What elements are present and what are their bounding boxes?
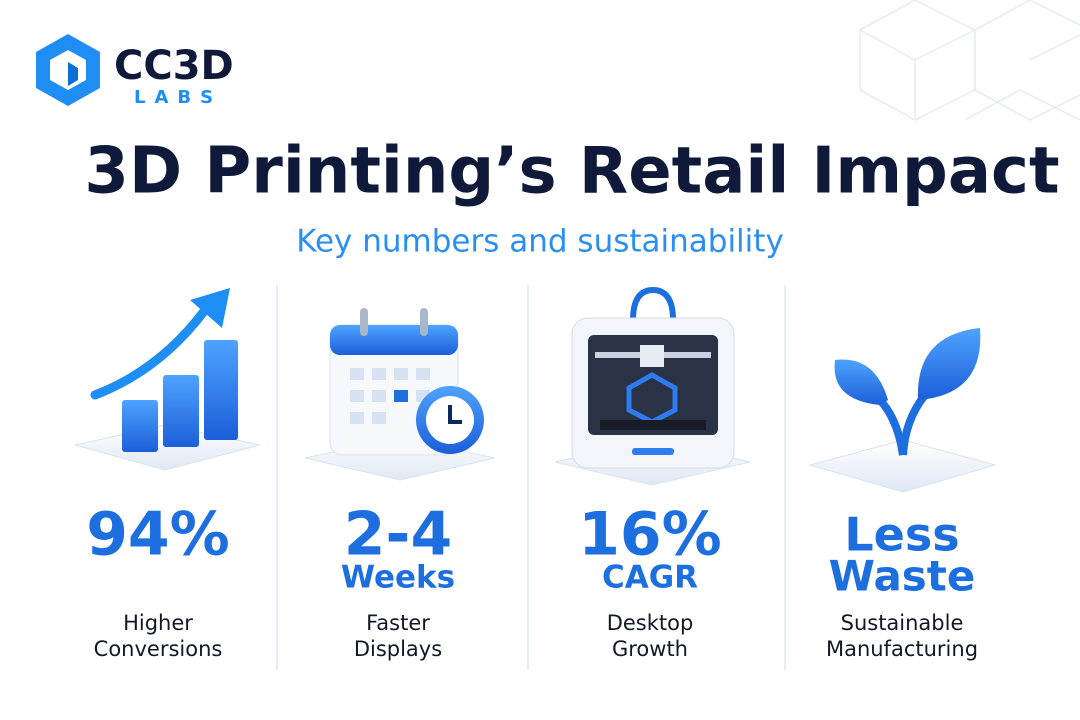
stat-value: Less bbox=[844, 508, 959, 562]
title: 3D Printing’s Retail Impact bbox=[84, 135, 1059, 209]
stat-label: Sustainable bbox=[841, 611, 964, 635]
logo-sub: LABS bbox=[134, 87, 222, 108]
stat-unit: CAGR bbox=[602, 560, 698, 596]
icon-growth-chart bbox=[74, 288, 261, 471]
background-pattern bbox=[859, 0, 1080, 121]
logo-icon bbox=[36, 34, 100, 106]
stat-label: Higher bbox=[123, 611, 193, 635]
icon-3d-printer bbox=[554, 286, 751, 486]
stat-label: Manufacturing bbox=[826, 637, 978, 661]
stat-value: 2-4 bbox=[344, 500, 452, 570]
stat-value: 94% bbox=[86, 500, 230, 570]
icon-leaf bbox=[808, 328, 997, 493]
subtitle: Key numbers and sustainability bbox=[296, 224, 784, 260]
stat-unit: Weeks bbox=[341, 560, 455, 596]
stat-label: Displays bbox=[354, 637, 442, 661]
dividers bbox=[276, 285, 786, 670]
stat-label: Desktop bbox=[607, 611, 694, 635]
logo-name: CC3D bbox=[114, 43, 234, 89]
stat-unit: Waste bbox=[829, 552, 976, 601]
stat-label: Growth bbox=[612, 637, 688, 661]
stat-value: 16% bbox=[578, 500, 722, 570]
stat-label: Faster bbox=[366, 611, 430, 635]
stat-label: Conversions bbox=[94, 637, 223, 661]
icon-calendar bbox=[304, 308, 496, 481]
